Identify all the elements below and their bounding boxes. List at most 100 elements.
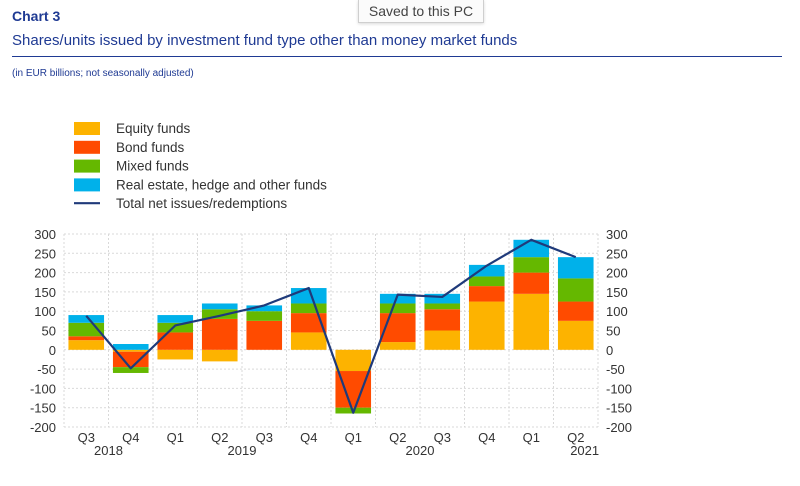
x-tick-label: Q4 xyxy=(300,430,317,445)
x-tick-label: Q2 xyxy=(389,430,406,445)
x-year-label: 2018 xyxy=(94,443,123,458)
bar-segment-mixed xyxy=(201,309,238,319)
y-tick-label-left: -150 xyxy=(30,401,56,416)
y-tick-label-right: -200 xyxy=(606,420,632,435)
y-tick-label-left: 50 xyxy=(42,324,56,339)
bar-segment-bond xyxy=(112,351,149,368)
bar-segment-real-estate xyxy=(379,293,416,304)
bar-segment-equity xyxy=(379,342,416,350)
bar-segment-mixed xyxy=(424,303,461,310)
chart-legend: Equity funds Bond funds Mixed funds Real es… xyxy=(74,121,327,211)
bar-segment-real-estate xyxy=(468,264,505,277)
bar-segment-equity xyxy=(290,332,327,350)
bar-segment-equity xyxy=(513,293,550,350)
y-tick-label-left: -100 xyxy=(30,381,56,396)
x-tick-label: Q4 xyxy=(478,430,495,445)
units-note: (in EUR billions; not seasonally adjuste… xyxy=(12,68,194,79)
bar-segment-real-estate xyxy=(112,344,149,350)
bar-segment-bond xyxy=(557,301,594,321)
bar-segment-equity xyxy=(557,320,594,350)
y-axis-left: 300 250 200 150 100 50 0 -50 -100 -150 -200 xyxy=(30,227,56,435)
bar-segment-bond xyxy=(246,320,283,350)
bars xyxy=(68,239,594,414)
bar-segment-equity xyxy=(201,349,238,362)
bar-segment-mixed xyxy=(513,257,550,273)
x-tick-label: Q1 xyxy=(523,430,540,445)
bar-segment-equity xyxy=(424,330,461,350)
x-tick-label: Q3 xyxy=(78,430,95,445)
bar-segment-bond xyxy=(68,336,105,341)
bar-segment-real-estate xyxy=(424,293,461,304)
bar-segment-bond xyxy=(424,309,461,331)
total-net-issues-line xyxy=(85,238,577,414)
legend-swatch-bond xyxy=(74,140,100,154)
chart-number: Chart 3 xyxy=(12,8,61,24)
y-tick-label-right: -150 xyxy=(606,401,632,416)
y-tick-label-left: 250 xyxy=(34,246,56,261)
x-year-label: 2021 xyxy=(570,443,599,458)
y-tick-label-left: -200 xyxy=(30,420,56,435)
y-tick-label-right: -50 xyxy=(606,362,625,377)
y-tick-label-right: -100 xyxy=(606,381,632,396)
y-tick-label-right: 50 xyxy=(606,324,620,339)
bar-segment-mixed xyxy=(557,278,594,302)
bar-segment-equity xyxy=(112,349,149,352)
bar-segment-real-estate xyxy=(246,305,283,312)
y-tick-label-right: 100 xyxy=(606,304,628,319)
x-axis: Q3 Q4 Q1 Q2 Q3 Q4 Q1 Q2 Q3 Q4 Q1 Q2 2018 2019 2020 2021 xyxy=(78,430,600,458)
y-tick-label-left: 0 xyxy=(49,343,56,358)
y-tick-label-right: 300 xyxy=(606,227,628,242)
title-divider xyxy=(12,56,782,57)
legend-label: Mixed funds xyxy=(116,159,189,174)
bar-segment-real-estate xyxy=(513,239,550,258)
grid-lines xyxy=(63,233,599,428)
x-tick-label: Q3 xyxy=(256,430,273,445)
y-tick-label-right: 250 xyxy=(606,246,628,261)
bar-segment-mixed xyxy=(112,367,149,373)
y-tick-label-left: 150 xyxy=(34,285,56,300)
bar-segment-real-estate xyxy=(557,257,594,279)
y-tick-label-right: 150 xyxy=(606,285,628,300)
bar-segment-bond xyxy=(290,313,327,333)
bar-segment-mixed xyxy=(379,303,416,314)
legend-label: Bond funds xyxy=(116,140,185,155)
y-axis-right: 300 250 200 150 100 50 0 -50 -100 -150 -200 xyxy=(606,227,632,435)
x-tick-label: Q3 xyxy=(434,430,451,445)
bar-segment-mixed xyxy=(468,276,505,287)
legend-swatch-equity xyxy=(74,122,100,135)
y-tick-label-left: 100 xyxy=(34,304,56,319)
bar-segment-equity xyxy=(157,349,194,360)
legend-label: Equity funds xyxy=(116,121,191,136)
chart-title: Shares/units issued by investment fund t… xyxy=(12,32,518,49)
bar-segment-real-estate xyxy=(201,303,238,310)
bar-segment-equity xyxy=(68,340,105,350)
save-notification: Saved to this PC xyxy=(358,0,484,23)
legend-label: Real estate, hedge and other funds xyxy=(116,177,327,192)
bar-segment-mixed xyxy=(157,322,194,333)
bar-segment-bond xyxy=(468,286,505,302)
legend-swatch-real-estate xyxy=(74,178,100,192)
x-tick-label: Q4 xyxy=(122,430,139,445)
bar-segment-mixed xyxy=(290,303,327,314)
x-tick-label: Q1 xyxy=(167,430,184,445)
bar-segment-equity xyxy=(335,349,372,372)
y-tick-label-left: 300 xyxy=(34,227,56,242)
legend-swatch-mixed xyxy=(74,159,100,173)
bar-segment-real-estate xyxy=(68,315,105,323)
bar-segment-bond xyxy=(513,272,550,294)
x-tick-label: Q2 xyxy=(567,430,584,445)
legend-label: Total net issues/redemptions xyxy=(116,196,287,211)
bar-segment-mixed xyxy=(246,311,283,321)
bar-segment-bond xyxy=(201,318,238,350)
x-year-label: 2019 xyxy=(228,443,257,458)
bar-segment-bond xyxy=(157,332,194,350)
y-tick-label-left: 200 xyxy=(34,266,56,281)
y-tick-label-left: -50 xyxy=(37,362,56,377)
x-tick-label: Q2 xyxy=(211,430,228,445)
bar-segment-equity xyxy=(468,301,505,350)
total-line xyxy=(85,238,577,414)
x-tick-label: Q1 xyxy=(345,430,362,445)
bar-segment-real-estate xyxy=(157,315,194,323)
y-tick-label-right: 200 xyxy=(606,266,628,281)
